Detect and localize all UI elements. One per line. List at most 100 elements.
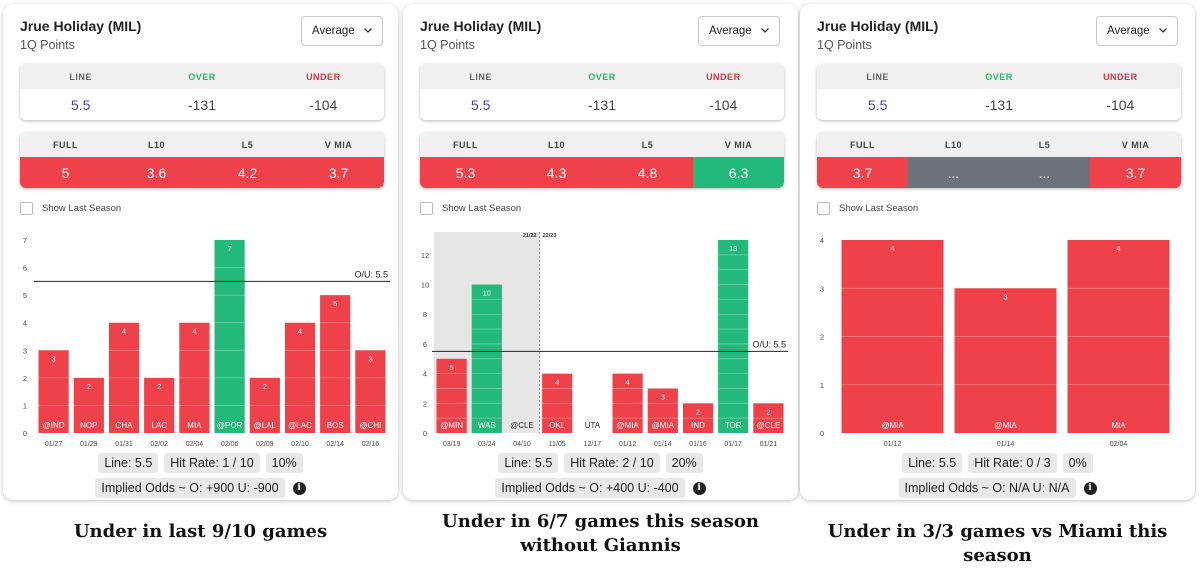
- y-tick-label: 7: [23, 236, 27, 245]
- opponent-label: @MIA: [881, 421, 904, 430]
- show-last-season-toggle[interactable]: Show Last Season: [20, 202, 121, 215]
- average-dropdown[interactable]: Average: [698, 16, 780, 46]
- line-pill: Line: 5.5: [498, 453, 559, 473]
- y-tick-label: 1: [23, 401, 27, 410]
- y-tick-label: 12: [421, 251, 429, 260]
- avg-value-l10: 4.3: [511, 157, 602, 188]
- implied-odds-pill: Implied Odds ~ O: N/A U: N/A: [898, 478, 1076, 498]
- x-tick-label: 02/16: [362, 441, 380, 448]
- y-tick-label: 0: [23, 429, 27, 438]
- bar-value-label: 4: [298, 327, 302, 336]
- x-tick-label: 01/12: [884, 441, 902, 448]
- stat-subtitle: 1Q Points: [420, 38, 475, 52]
- line-pill: Line: 5.5: [902, 453, 963, 473]
- bar: [542, 373, 573, 433]
- bar: [647, 388, 678, 433]
- bar: [73, 377, 104, 433]
- line-header: LINE: [866, 71, 889, 82]
- y-tick-label: 8: [423, 310, 427, 319]
- opponent-label: IND: [691, 421, 705, 430]
- prop-card-last10: Jrue Holiday (MIL) 1Q Points Average LIN…: [3, 4, 398, 500]
- opponent-label: WAS: [478, 421, 496, 430]
- show-last-season-checkbox[interactable]: [817, 202, 830, 215]
- y-tick-label: 0: [820, 429, 824, 438]
- odds-table: LINE OVER UNDER 5.5 -131 -104: [420, 64, 784, 120]
- x-tick-label: 01/17: [724, 441, 742, 448]
- stats-row: Line: 5.5 Hit Rate: 2 / 10 20%: [403, 453, 798, 473]
- opponent-label: @IND: [43, 421, 65, 430]
- avg-value-l10: 3.6: [111, 157, 202, 188]
- opponent-label: MIA: [187, 421, 202, 430]
- x-tick-label: 02/02: [150, 441, 168, 448]
- bar: [753, 403, 784, 433]
- bar-value-label: 5: [333, 299, 337, 308]
- show-last-season-checkbox[interactable]: [420, 202, 433, 215]
- avg-header-vmia: V MIA: [324, 139, 353, 150]
- bar-value-label: 5: [450, 363, 454, 372]
- over-header: OVER: [985, 71, 1013, 82]
- opponent-label: @LAL: [254, 421, 277, 430]
- x-tick-label: 01/21: [760, 441, 778, 448]
- bar-value-label: 4: [890, 244, 894, 253]
- average-dropdown[interactable]: Average: [1096, 16, 1178, 46]
- avg-header-vmia: V MIA: [724, 139, 753, 150]
- bar-value-label: 2: [696, 407, 700, 416]
- avg-value-l10: ...: [908, 157, 999, 188]
- info-icon[interactable]: i: [292, 481, 306, 495]
- bar: [1067, 240, 1170, 433]
- opponent-label: @MIA: [616, 421, 639, 430]
- opponent-label: NOP: [80, 421, 97, 430]
- x-tick-label: 02/04: [1110, 441, 1128, 448]
- info-icon[interactable]: i: [692, 481, 706, 495]
- bar: [355, 350, 386, 433]
- bar-value-label: 13: [729, 244, 737, 253]
- x-tick-label: 02/14: [326, 441, 344, 448]
- opponent-label: @CLE: [757, 421, 781, 430]
- opponent-label: @MIN: [440, 421, 463, 430]
- avg-value-full: 5.3: [420, 157, 511, 188]
- show-last-season-label: Show Last Season: [839, 203, 919, 214]
- info-icon[interactable]: i: [1083, 481, 1097, 495]
- show-last-season-toggle[interactable]: Show Last Season: [817, 202, 918, 215]
- bar-value-label: 3: [368, 354, 372, 363]
- over-under-label: O/U: 5.5: [752, 339, 786, 349]
- show-last-season-checkbox[interactable]: [20, 202, 33, 215]
- hit-pct-pill: 0%: [1062, 453, 1093, 473]
- avg-header-l5: L5: [641, 139, 654, 150]
- player-title: Jrue Holiday (MIL): [20, 18, 142, 34]
- x-tick-label: 02/06: [221, 441, 239, 448]
- avg-value-l5: 4.2: [202, 157, 293, 188]
- opponent-label: @MIA: [652, 421, 675, 430]
- x-tick-label: 04/10: [513, 441, 531, 448]
- x-tick-label: 02/04: [186, 441, 204, 448]
- opponent-label: LAC: [151, 421, 167, 430]
- y-tick-label: 1: [820, 381, 824, 390]
- bar-value-label: 3: [1003, 292, 1007, 301]
- avg-value-vmia: 6.3: [693, 157, 784, 188]
- odds-table: LINE OVER UNDER 5.5 -131 -104: [20, 64, 384, 120]
- chevron-down-icon: [761, 28, 769, 33]
- bar: [38, 350, 69, 433]
- bar: [108, 322, 140, 433]
- bar-chart: 0 1 2 3 4 5 6 7 3 @IND 01/27 2 NOP 01/29 4 CHA 01/31 2 LAC…: [23, 236, 390, 448]
- player-title: Jrue Holiday (MIL): [817, 18, 939, 34]
- bar: [214, 240, 245, 433]
- over-odds: -131: [187, 96, 216, 113]
- average-dropdown[interactable]: Average: [301, 16, 383, 46]
- hit-rate-pill: Hit Rate: 0 / 3: [968, 453, 1057, 473]
- bar-value-label: 2: [87, 382, 91, 391]
- dropdown-value: Average: [312, 25, 355, 37]
- bar: [954, 288, 1057, 433]
- y-tick-label: 2: [820, 333, 824, 342]
- averages-table: FULL L10 L5 V MIA 3.7 ... ... 3.7: [817, 132, 1181, 188]
- avg-value-full: 5: [20, 157, 111, 188]
- bar-value-label: 4: [1116, 244, 1120, 253]
- x-tick-label: 01/14: [997, 441, 1015, 448]
- under-odds: -104: [309, 96, 338, 113]
- over-under-label: O/U: 5.5: [354, 269, 388, 279]
- prop-card-vs-miami: Jrue Holiday (MIL) 1Q Points Average LIN…: [800, 4, 1195, 500]
- show-last-season-label: Show Last Season: [442, 203, 522, 214]
- hit-rate-pill: Hit Rate: 2 / 10: [564, 453, 660, 473]
- dropdown-value: Average: [709, 25, 752, 37]
- show-last-season-toggle[interactable]: Show Last Season: [420, 202, 521, 215]
